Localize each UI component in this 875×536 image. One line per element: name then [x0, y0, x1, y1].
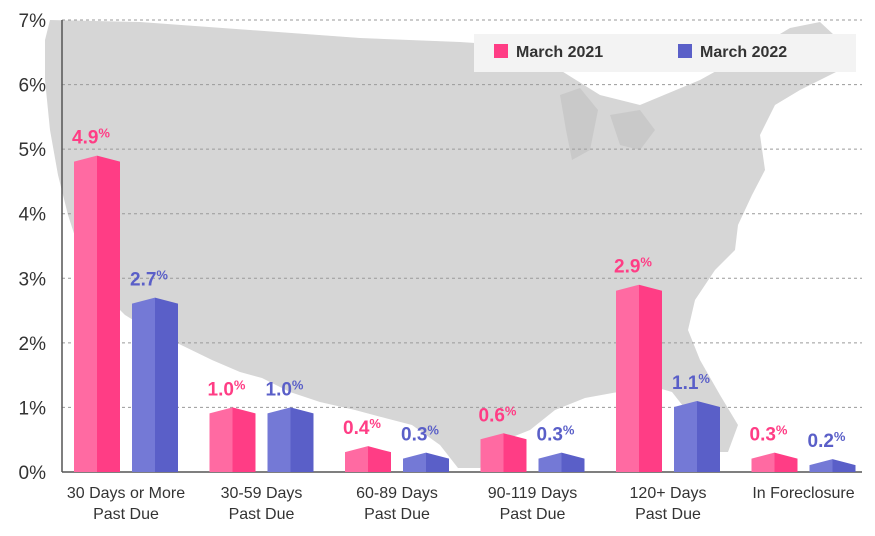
legend-swatch-march-2021	[494, 44, 508, 58]
y-axis: 0% 1% 2% 3% 4% 5% 6% 7%	[19, 11, 862, 484]
bar-left-face	[132, 297, 155, 472]
bar-right-face	[97, 155, 120, 472]
bar-left-face	[267, 407, 291, 472]
x-category-label: 30-59 Days Past Due	[221, 485, 303, 523]
x-category-label: 60-89 Days Past Due	[356, 485, 438, 523]
y-tick-label: 6%	[19, 76, 47, 97]
bar	[209, 407, 256, 472]
data-label: 1.0%	[208, 377, 246, 400]
bar-left-face	[538, 452, 562, 472]
bar-left-face	[480, 433, 504, 472]
data-label: 0.6%	[479, 403, 517, 426]
legend-label-march-2022: March 2022	[700, 44, 787, 61]
bar-left-face	[616, 284, 639, 472]
data-label: 2.7%	[130, 268, 168, 291]
bar-right-face	[290, 407, 314, 472]
y-tick-label: 3%	[19, 269, 47, 290]
bar	[538, 452, 585, 472]
data-label: 0.2%	[808, 429, 846, 452]
x-category-label: 30 Days or More Past Due	[67, 485, 185, 523]
data-label: 0.3%	[537, 423, 575, 446]
y-tick-label: 1%	[19, 398, 47, 419]
bar	[809, 459, 856, 472]
legend-background	[474, 34, 856, 72]
bar	[616, 284, 662, 472]
legend-swatch-march-2022	[678, 44, 692, 58]
legend-label-march-2021: March 2021	[516, 44, 603, 61]
bars	[74, 155, 856, 472]
bar	[345, 446, 391, 472]
y-tick-label: 2%	[19, 334, 47, 355]
gridlines	[62, 19, 862, 408]
x-axis: 30 Days or More Past Due 30-59 Days Past Du…	[67, 485, 855, 523]
bar	[674, 400, 720, 472]
data-label: 1.0%	[266, 377, 304, 400]
bar-left-face	[403, 452, 426, 472]
bar-left-face	[674, 400, 697, 472]
x-category-label: 90-119 Days Past Due	[488, 485, 578, 523]
data-label: 4.9%	[72, 126, 110, 149]
bar-right-face	[232, 407, 256, 472]
x-category-label: In Foreclosure	[752, 485, 854, 502]
y-tick-label: 4%	[19, 205, 47, 226]
legend: March 2021 March 2022	[474, 34, 856, 72]
data-label: 2.9%	[614, 255, 652, 278]
bar	[132, 297, 178, 472]
data-label: 1.1%	[672, 371, 710, 394]
bar-right-face	[503, 433, 527, 472]
bar-right-face	[561, 452, 585, 472]
data-label: 0.3%	[750, 423, 788, 446]
bar	[403, 452, 449, 472]
bar	[267, 407, 314, 472]
y-tick-label: 7%	[19, 11, 47, 32]
bar-left-face	[751, 452, 775, 472]
bar-right-face	[697, 400, 720, 472]
data-labels: 4.9% 2.7% 1.0% 1.0% 0.4% 0.3% 0.6% 0.3% 2.9% 1.1%…	[72, 126, 846, 452]
bar-left-face	[74, 155, 97, 472]
bar-left-face	[209, 407, 233, 472]
data-label: 0.3%	[401, 423, 439, 446]
bar-right-face	[155, 297, 178, 472]
bar	[751, 452, 798, 472]
bar-right-face	[774, 452, 798, 472]
bar-right-face	[639, 284, 662, 472]
y-tick-label: 0%	[19, 463, 47, 484]
bar-right-face	[426, 452, 449, 472]
bar-right-face	[832, 459, 856, 472]
bar-left-face	[345, 446, 368, 472]
y-tick-label: 5%	[19, 140, 47, 161]
bar-left-face	[809, 459, 833, 472]
x-category-label: 120+ Days Past Due	[630, 485, 707, 523]
bar-right-face	[368, 446, 391, 472]
data-label: 0.4%	[343, 416, 381, 439]
bar	[480, 433, 527, 472]
bar	[74, 155, 120, 472]
